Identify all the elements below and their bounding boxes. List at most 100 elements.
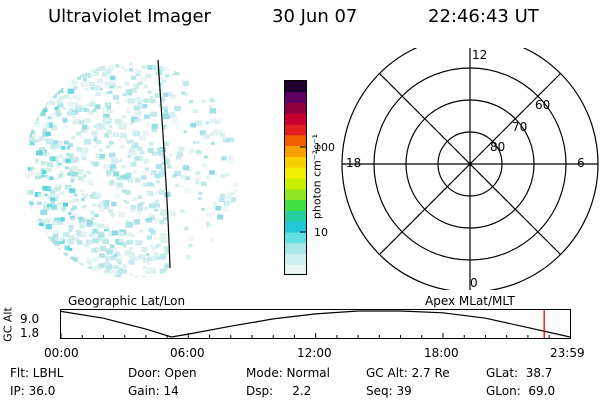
emission-pixel (130, 257, 135, 261)
emission-pixel (51, 262, 56, 266)
emission-pixel (88, 240, 95, 246)
emission-pixel (96, 68, 100, 72)
emission-pixel (67, 172, 72, 176)
emission-pixel (27, 210, 33, 216)
emission-pixel (161, 237, 168, 242)
emission-pixel (48, 261, 56, 267)
emission-pixel (86, 223, 92, 228)
emission-pixel (179, 209, 185, 214)
emission-pixel (163, 111, 169, 116)
emission-pixel (110, 244, 115, 249)
emission-pixel (64, 245, 71, 251)
emission-pixel (40, 99, 47, 104)
emission-pixel (162, 79, 167, 83)
emission-pixel (107, 171, 112, 175)
emission-pixel (130, 88, 137, 93)
emission-pixel (103, 204, 110, 210)
emission-pixel (43, 265, 50, 271)
emission-pixel (193, 141, 197, 144)
emission-pixel (77, 65, 81, 69)
emission-pixel (228, 71, 234, 77)
emission-pixel (64, 270, 72, 276)
emission-pixel (77, 76, 82, 80)
colorbar-band (285, 91, 307, 104)
emission-pixel (146, 267, 154, 273)
emission-pixel (122, 93, 126, 96)
emission-pixel (222, 207, 229, 213)
emission-pixel (108, 121, 112, 124)
emission-pixel (71, 80, 78, 86)
emission-pixel (136, 210, 142, 216)
emission-pixel (97, 223, 104, 229)
emission-pixel (129, 208, 135, 213)
emission-pixel (199, 130, 206, 136)
apex-label: Apex MLat/MLT (425, 294, 515, 308)
emission-pixel (32, 138, 37, 143)
emission-pixel (104, 80, 109, 85)
emission-pixel (43, 101, 48, 105)
emission-pixel (93, 85, 101, 91)
emission-pixel (37, 137, 43, 142)
emission-pixel (102, 200, 110, 206)
emission-pixel (70, 199, 75, 203)
emission-pixel (137, 195, 143, 199)
emission-pixel (195, 171, 201, 175)
emission-pixel (63, 72, 67, 75)
emission-pixel (79, 177, 86, 183)
emission-pixel (95, 139, 102, 145)
emission-pixel (68, 225, 74, 230)
emission-pixel (144, 122, 150, 127)
emission-pixel (59, 191, 65, 196)
emission-pixel (27, 167, 33, 171)
emission-pixel (56, 99, 63, 104)
emission-pixel (68, 154, 73, 158)
emission-pixel (132, 143, 139, 149)
emission-pixel (70, 208, 75, 212)
emission-pixel (231, 192, 236, 195)
colorbar-band (285, 199, 307, 211)
emission-pixel (233, 183, 238, 187)
emission-pixel (98, 148, 103, 152)
emission-pixel (201, 74, 207, 79)
emission-pixel (36, 150, 43, 156)
emission-pixel (201, 99, 206, 103)
emission-pixel (34, 78, 38, 82)
emission-pixel (98, 124, 106, 130)
emission-pixel (132, 130, 139, 136)
emission-pixel (29, 201, 34, 206)
emission-pixel (164, 126, 168, 130)
emission-pixel (109, 152, 116, 158)
emission-pixel (178, 146, 185, 152)
emission-pixel (125, 93, 129, 97)
emission-pixel (35, 239, 41, 245)
emission-pixel (50, 253, 54, 257)
emission-pixel (181, 91, 186, 95)
emission-pixel (146, 64, 153, 70)
emission-pixel (196, 263, 200, 266)
emission-pixel (68, 247, 73, 251)
emission-pixel (166, 91, 173, 97)
emission-pixel (43, 201, 48, 205)
emission-pixel (74, 193, 78, 197)
emission-pixel (196, 141, 200, 144)
emission-pixel (45, 223, 52, 229)
emission-pixel (58, 221, 64, 225)
emission-pixel (150, 99, 156, 104)
emission-pixel (25, 220, 31, 224)
emission-pixel (133, 219, 141, 225)
emission-pixel (84, 118, 91, 123)
emission-pixel (54, 106, 59, 110)
emission-pixel (54, 198, 58, 202)
emission-pixel (202, 81, 209, 86)
emission-pixel (72, 158, 78, 164)
emission-pixel (59, 171, 64, 175)
emission-pixel (215, 205, 222, 211)
emission-pixel (196, 276, 203, 278)
emission-pixel (212, 265, 216, 269)
emission-pixel (107, 65, 114, 71)
emission-pixel (95, 153, 102, 158)
door-readout: Door: Open (128, 366, 197, 380)
emission-pixel (134, 118, 140, 123)
emission-pixel (213, 84, 218, 88)
emission-pixel (147, 147, 154, 153)
